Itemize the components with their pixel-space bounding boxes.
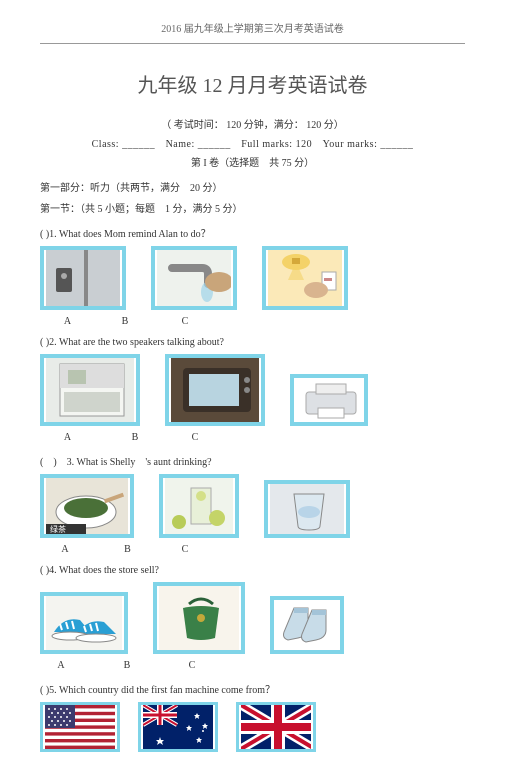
question-5: ( )5. Which country did the first fan ma…: [40, 681, 465, 696]
label-a: A: [40, 660, 82, 671]
q4-labels: A B C: [40, 660, 465, 671]
q1-opt-c-light-switch-img: [262, 246, 348, 310]
q4-options: [40, 582, 465, 654]
q2-opt-b-tv-img: [165, 354, 265, 426]
q1-options: [40, 246, 465, 310]
q5-options: [40, 702, 465, 752]
question-2: ( )2. What are the two speakers talking …: [40, 337, 465, 348]
q2-opt-a-fridge-img: [40, 354, 140, 426]
q5-opt-c-uk-flag-img: [236, 702, 316, 752]
q5-opt-a-usa-flag-img: [40, 702, 120, 752]
q4-opt-c-socks-img: [270, 596, 344, 654]
label-c: C: [155, 316, 215, 327]
horizontal-rule: [40, 43, 465, 44]
label-a: A: [40, 432, 95, 443]
q3-opt-a-soup-img: 绿茶: [40, 474, 134, 538]
q1-opt-a-door-lock-img: [40, 246, 126, 310]
exam-title: 九年级 12 月月考英语试卷: [40, 69, 465, 98]
question-1: ( )1. What does Mom remind Alan to do？: [40, 225, 465, 240]
q2-options: [40, 354, 465, 426]
label-c: C: [165, 544, 205, 555]
q3-opt-b-lemonade-img: [159, 474, 239, 538]
question-3: ( ) 3. What is Shelly 's aunt drinking?: [40, 453, 465, 468]
label-c: C: [172, 660, 212, 671]
exam-fields: Class: ______ Name: ______ Full marks: 1…: [40, 135, 465, 150]
section-1-title: 第一部分：听力（共两节，满分 20 分）: [40, 179, 465, 194]
subsection-1-title: 第一节：（共 5 小题；每题 1 分，满分 5 分）: [40, 200, 465, 215]
q4-opt-b-handbag-img: [153, 582, 245, 654]
label-a: A: [40, 544, 90, 555]
q3-labels: A B C: [40, 544, 465, 555]
svg-text:绿茶: 绿茶: [50, 524, 66, 534]
label-b: B: [95, 432, 175, 443]
page: 2016 届九年级上学期第三次月考英语试卷 九年级 12 月月考英语试卷 （ 考…: [0, 0, 505, 778]
label-c: C: [175, 432, 215, 443]
q5-opt-b-australia-flag-img: [138, 702, 218, 752]
part-label: 第 I 卷（选择题 共 75 分）: [40, 154, 465, 169]
q1-labels: A B C: [40, 316, 465, 327]
label-a: A: [40, 316, 95, 327]
q4-opt-a-shoes-img: [40, 592, 128, 654]
label-b: B: [82, 660, 172, 671]
label-b: B: [95, 316, 155, 327]
page-header: 2016 届九年级上学期第三次月考英语试卷: [40, 20, 465, 35]
q3-options: 绿茶: [40, 474, 465, 538]
q1-opt-b-faucet-img: [151, 246, 237, 310]
label-b: B: [90, 544, 165, 555]
q2-labels: A B C: [40, 432, 465, 443]
question-4: ( )4. What does the store sell?: [40, 565, 465, 576]
q3-opt-c-water-img: [264, 480, 350, 538]
q2-opt-c-printer-img: [290, 374, 368, 426]
exam-time: （ 考试时间： 120 分钟，满分： 120 分）: [40, 116, 465, 131]
